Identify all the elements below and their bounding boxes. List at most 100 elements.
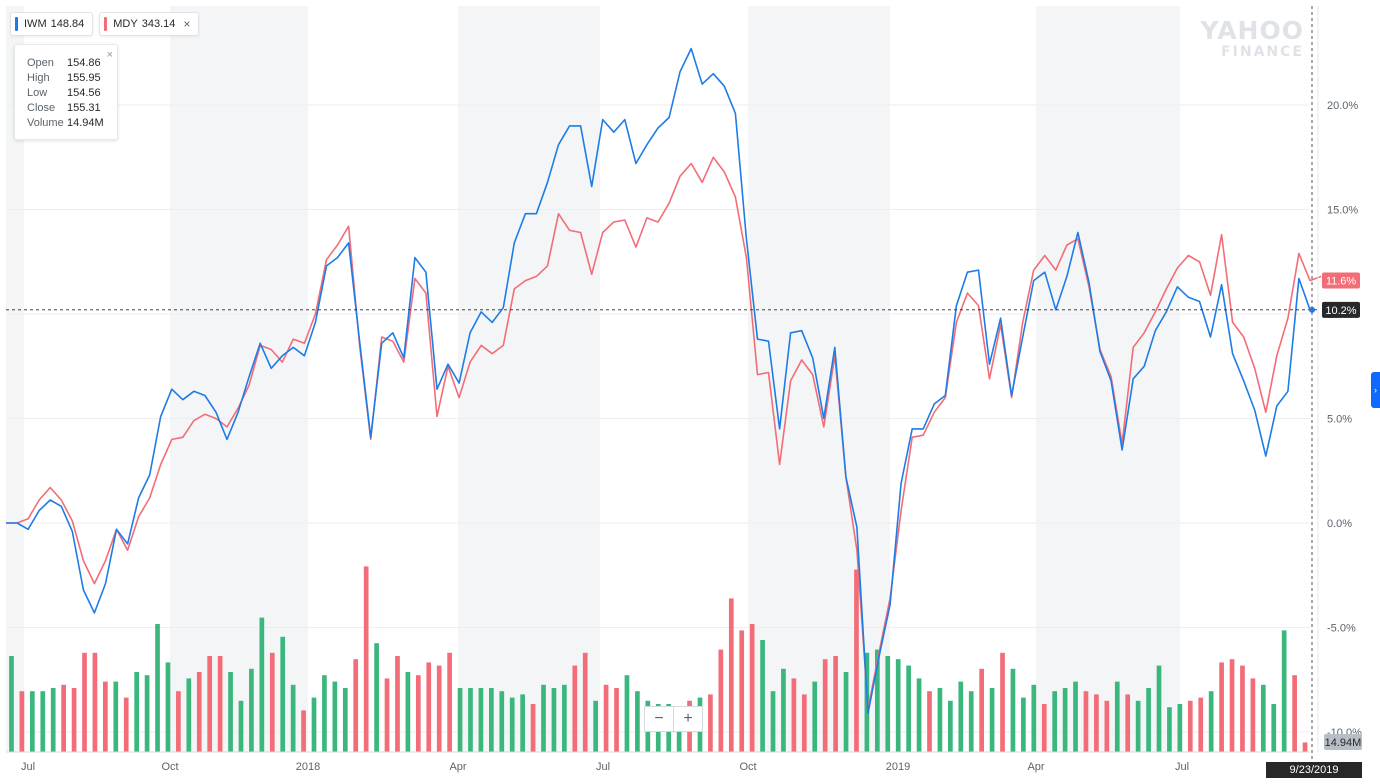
volume-bar [207,656,213,752]
series-line-mdy [6,156,1322,710]
volume-bar [1167,707,1172,752]
remove-mdy-close-icon[interactable]: × [183,17,191,31]
volume-bar [1240,665,1245,752]
legend: IWM 148.84 MDY 343.14 × [10,12,200,36]
volume-bar [186,678,192,752]
volume-bar [249,668,254,752]
ohlc-row-high: High 155.95 [27,72,107,84]
volume-bar [103,681,108,752]
legend-chip-iwm[interactable]: IWM 148.84 [10,12,94,36]
volume-bar [885,656,891,752]
volume-bar [1135,700,1141,752]
ohlc-close-icon[interactable]: × [106,49,113,61]
x-tick-label: Apr [1027,761,1044,773]
volume-bar [322,675,327,752]
volume-bar [979,668,984,752]
volume-bar [82,652,87,752]
ohlc-row-low: Low 154.56 [27,87,107,99]
volume-bar [520,694,525,752]
volume-bar [989,688,995,752]
volume-bar [395,656,400,752]
shaded-band-2 [458,6,600,752]
volume-bar [635,691,640,752]
volume-bar [1250,678,1256,752]
volume-bar [478,688,484,752]
series-line-iwm [6,47,1311,715]
legend-chip-mdy[interactable]: MDY 343.14 × [99,12,200,36]
x-tick-label: Jul [21,761,35,773]
volume-bar [374,643,379,752]
volume-bar [144,675,150,752]
volume-bar [916,678,922,752]
volume-bar [1208,691,1214,752]
x-tick-label: 2019 [886,761,910,773]
ohlc-volume-value: 14.94M [67,117,104,129]
volume-bar [937,688,943,752]
volume-bar [1219,662,1224,752]
volume-bar [1177,704,1183,752]
volume-bar [1041,704,1047,752]
zoom-in-button[interactable]: + [683,710,693,727]
volume-value-flag [1324,734,1362,750]
volume-bar [71,688,77,752]
volume-bar [155,624,160,752]
volume-bar [948,700,953,752]
volume-bar [874,649,880,752]
volume-bar [290,684,296,752]
volume-bar [123,697,129,752]
volume-bar [927,691,932,752]
volume-bar [614,688,619,752]
zoom-controls: − + [644,706,703,732]
expand-panel-tab[interactable]: › [1371,372,1380,408]
ohlc-high-label: High [27,72,50,84]
crosshair-dot [1309,306,1315,313]
volume-bar [624,675,630,752]
volume-bar [708,694,713,752]
volume-bar [499,691,505,752]
mdy-price: 343.14 [141,18,176,30]
x-tick-label: Apr [449,761,466,773]
volume-bar [770,691,776,752]
volume-bar [259,617,265,752]
volume-bar [530,704,536,752]
volume-bar [1021,697,1026,752]
volume-bar [280,636,286,752]
volume-bar [269,652,275,752]
volume-bar [40,691,46,752]
volume-bar [812,681,818,752]
ohlc-close-label: Close [27,102,56,114]
volume-bar [61,684,66,752]
iwm-color-swatch [15,17,18,31]
volume-bar [1292,675,1297,752]
current-value-label-mdy: 11.6% [1326,276,1357,288]
ohlc-row-close: Close 155.31 [27,102,107,114]
y-tick-label: -5.0% [1327,623,1356,635]
shaded-band-1 [170,6,308,752]
mdy-color-swatch [104,17,108,31]
volume-bar [1271,704,1277,752]
volume-bar [1229,659,1235,752]
volume-bar [19,691,25,752]
iwm-price: 148.84 [50,18,85,30]
volume-bar [311,697,317,752]
zoom-divider [673,707,674,731]
ohlc-open-label: Open [27,57,54,69]
shaded-band-4 [1036,6,1180,752]
volume-bar [415,675,421,752]
volume-bar [468,688,473,752]
watermark-line-1: YAHOO [1200,16,1304,45]
y-tick-label: 5.0% [1327,414,1352,426]
ohlc-high-value: 155.95 [67,72,101,84]
volume-bar [1156,665,1162,752]
volume-bar [562,684,567,752]
volume-bar [968,691,974,752]
volume-bar [509,697,515,752]
volume-bar [1125,694,1131,752]
iwm-symbol: IWM [24,18,47,30]
zoom-out-button[interactable]: − [654,710,664,727]
x-tick-label: Oct [739,761,756,773]
volume-bar [436,665,442,752]
current-value-flag-mdy [1322,272,1360,289]
volume-bar [489,688,494,752]
